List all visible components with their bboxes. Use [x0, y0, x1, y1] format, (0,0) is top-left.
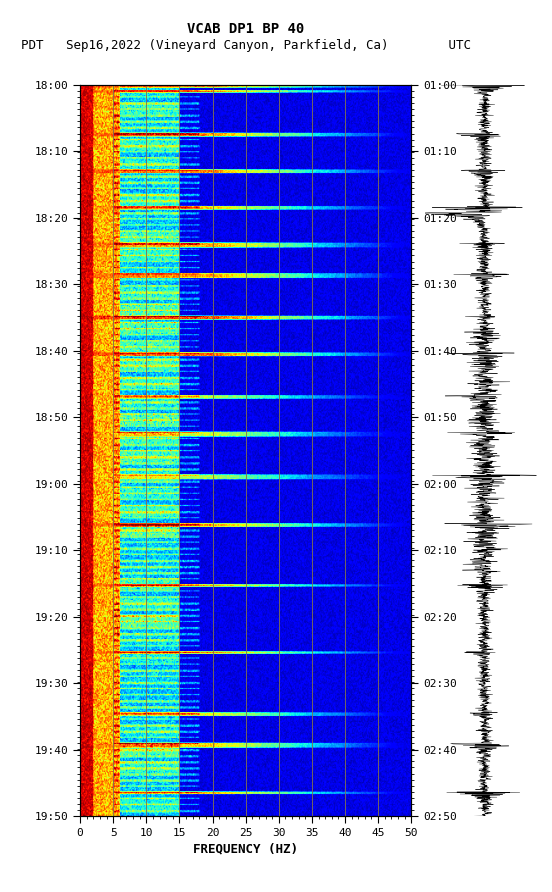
Text: PDT   Sep16,2022 (Vineyard Canyon, Parkfield, Ca)        UTC: PDT Sep16,2022 (Vineyard Canyon, Parkfie… — [20, 38, 471, 52]
X-axis label: FREQUENCY (HZ): FREQUENCY (HZ) — [193, 842, 298, 855]
Text: USGS: USGS — [18, 17, 45, 27]
Text: VCAB DP1 BP 40: VCAB DP1 BP 40 — [187, 21, 304, 36]
